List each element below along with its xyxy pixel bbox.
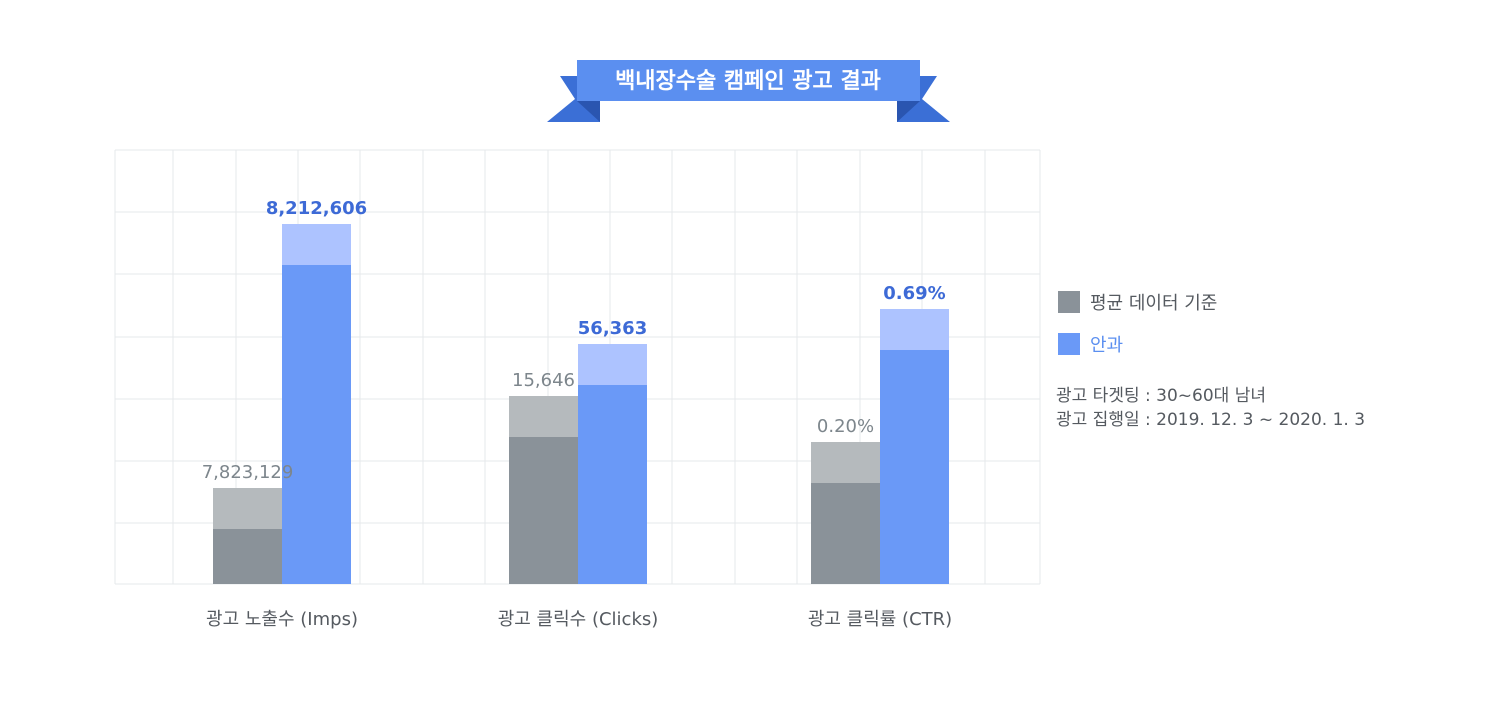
note-period: 광고 집행일 : 2019. 12. 3 ~ 2020. 1. 3 (1056, 410, 1366, 430)
value-labels: 7,823,129 8,212,606 15,646 56,363 0.20% 0.69% (202, 198, 946, 483)
chart-title: 백내장수술 캠페인 광고 결과 (615, 69, 881, 94)
value-label-result-0: 8,212,606 (266, 198, 367, 219)
bars (213, 224, 949, 584)
bar-cap-result-0 (282, 224, 351, 265)
category-label-1: 광고 클릭수 (Clicks) (498, 609, 659, 630)
value-label-result-1: 56,363 (578, 318, 647, 339)
ribbon-band (577, 60, 920, 101)
legend: 평균 데이터 기준 안과 (1058, 288, 1217, 372)
note-targeting: 광고 타겟팅 : 30~60대 남녀 (1056, 386, 1266, 406)
title-ribbon: 백내장수술 캠페인 광고 결과 (547, 60, 950, 122)
legend-item-result: 안과 (1058, 330, 1217, 358)
bar-cap-result-1 (578, 344, 647, 385)
bar-result-2 (880, 309, 949, 584)
bar-cap-avg-2 (811, 442, 880, 483)
legend-label-avg: 평균 데이터 기준 (1090, 293, 1218, 314)
campaign-notes: 광고 타겟팅 : 30~60대 남녀 광고 집행일 : 2019. 12. 3 … (1056, 384, 1365, 432)
category-label-2: 광고 클릭률 (CTR) (808, 609, 952, 630)
bar-cap-avg-0 (213, 488, 282, 529)
bar-cap-avg-1 (509, 396, 578, 437)
value-label-avg-2: 0.20% (817, 416, 874, 437)
category-labels: 광고 노출수 (Imps) 광고 클릭수 (Clicks) 광고 클릭률 (CTR) (206, 609, 952, 630)
ribbon-right-fold (897, 101, 920, 122)
legend-label-result: 안과 (1090, 335, 1124, 356)
value-label-result-2: 0.69% (883, 283, 945, 304)
bar-cap-result-2 (880, 309, 949, 350)
legend-swatch-avg (1058, 291, 1080, 313)
value-label-avg-1: 15,646 (512, 370, 575, 391)
legend-item-avg: 평균 데이터 기준 (1058, 288, 1217, 316)
legend-swatch-result (1058, 333, 1080, 355)
bar-result-0 (282, 224, 351, 584)
value-label-avg-0: 7,823,129 (202, 462, 294, 483)
category-label-0: 광고 노출수 (Imps) (206, 609, 358, 630)
ribbon-left-fold (577, 101, 600, 122)
